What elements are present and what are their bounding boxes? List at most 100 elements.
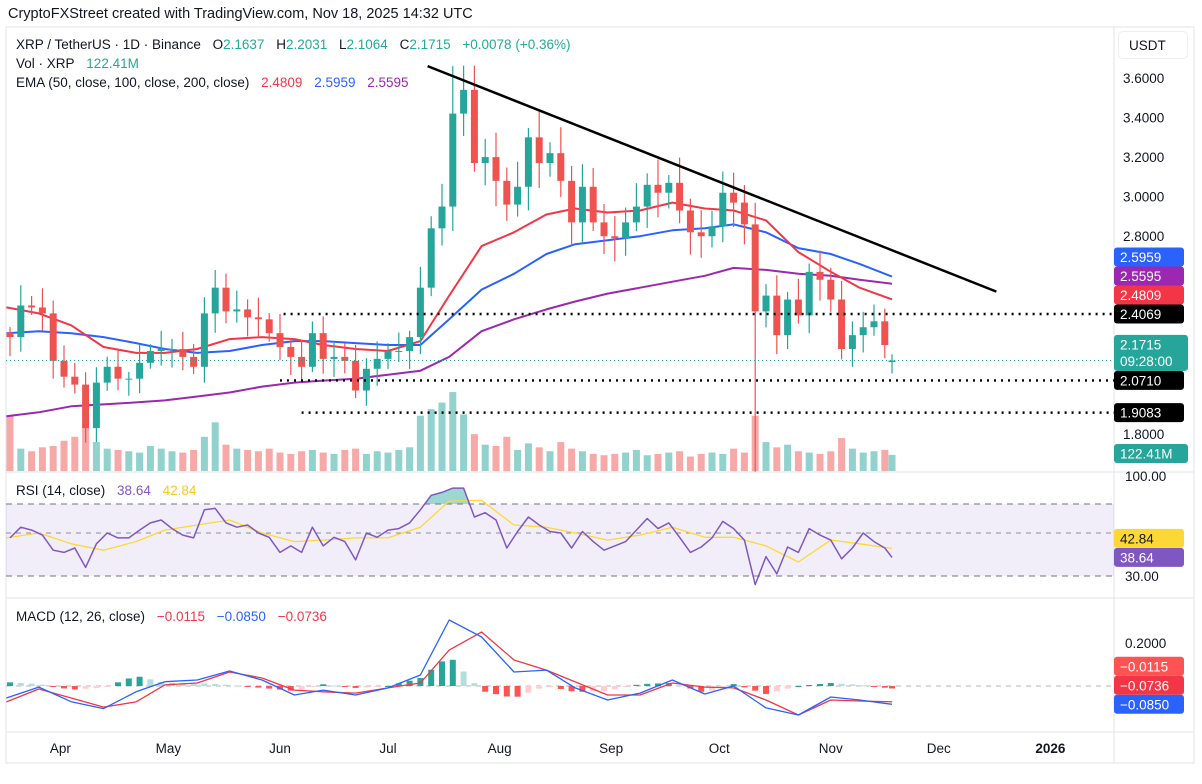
- price-badge-bg: [1114, 266, 1184, 286]
- candle: [438, 183, 446, 246]
- candle: [546, 142, 554, 177]
- descending-trendline: [427, 64, 997, 293]
- price-badge-label: 2.4809: [1120, 288, 1161, 303]
- macd-line: [6, 619, 893, 716]
- candle-body: [546, 153, 554, 164]
- volume-bar: [719, 453, 727, 471]
- volume-bar: [60, 440, 68, 471]
- volume-bar: [762, 442, 770, 471]
- volume-bar: [470, 434, 478, 471]
- candle: [298, 339, 306, 382]
- candle-body: [438, 206, 446, 229]
- time-axis-tick: Sep: [599, 741, 623, 756]
- candle-body: [740, 202, 748, 225]
- candle: [848, 321, 856, 367]
- candle-body: [730, 192, 738, 203]
- candle-body: [114, 366, 122, 379]
- candle: [589, 167, 597, 232]
- candle-body: [751, 224, 759, 312]
- volume-bar: [71, 436, 79, 471]
- candle: [49, 300, 57, 379]
- candle: [600, 204, 608, 255]
- rsi-axis-tick: 100.00: [1125, 469, 1166, 484]
- volume-bar: [352, 448, 360, 471]
- macd-histogram-bar: [655, 683, 661, 686]
- ema-label[interactable]: EMA (50, close, 100, close, 200, close): [16, 75, 250, 90]
- candle: [730, 172, 738, 228]
- candle-body: [805, 271, 813, 316]
- volume-bar: [265, 448, 273, 471]
- price-badge-bg: [1114, 247, 1184, 267]
- candle: [665, 175, 673, 209]
- macd-histogram-bar: [741, 686, 748, 688]
- rsi-badge-label: 42.84: [1120, 531, 1154, 546]
- candle: [200, 297, 208, 383]
- candle: [330, 342, 338, 377]
- volume-bar: [244, 449, 252, 471]
- macd-histogram-bar: [7, 682, 13, 686]
- volume-badge-bg: [1114, 444, 1188, 463]
- candle-body: [492, 157, 500, 181]
- candle: [190, 344, 198, 375]
- rsi-badge-bg: [1114, 547, 1184, 567]
- volume-bar: [503, 436, 511, 471]
- candle-body: [881, 321, 889, 346]
- volume-label[interactable]: Vol · XRP: [16, 56, 75, 71]
- currency-selector[interactable]: USDT: [1118, 31, 1188, 59]
- macd-histogram-bar: [698, 686, 705, 692]
- volume-badge-label: 122.41M: [1120, 447, 1173, 462]
- candle: [244, 299, 252, 337]
- volume-bar: [254, 451, 262, 471]
- candle-body: [665, 182, 673, 193]
- candle-body: [254, 317, 262, 320]
- macd-histogram-bar: [331, 685, 337, 687]
- candle: [654, 159, 662, 218]
- macd-histogram-bar: [104, 686, 111, 687]
- candle-body: [308, 333, 316, 367]
- candle-body: [276, 333, 284, 348]
- volume-value: 122.41M: [86, 56, 139, 71]
- candle-body: [146, 350, 154, 363]
- candle: [157, 330, 165, 366]
- price-badge-label: 2.1715: [1120, 337, 1161, 352]
- symbol-title[interactable]: XRP / TetherUS · 1D · Binance: [16, 37, 201, 52]
- candle: [816, 250, 824, 301]
- candle-body: [103, 366, 111, 383]
- candle-body: [352, 360, 360, 391]
- macd-label[interactable]: MACD (12, 26, close): [16, 609, 146, 624]
- candle: [60, 345, 68, 388]
- macd-histogram-bar: [644, 683, 651, 686]
- candle: [503, 167, 511, 221]
- macd-histogram-bar: [601, 686, 607, 692]
- volume-bar: [384, 452, 392, 471]
- time-axis-tick: Oct: [709, 741, 730, 756]
- time-axis-tick: Jun: [269, 741, 291, 756]
- volume-bar: [28, 451, 36, 471]
- macd-histogram-bar: [752, 686, 759, 691]
- volume-bar: [146, 446, 154, 471]
- price-badge: 2.0710: [1114, 370, 1184, 390]
- candle: [146, 344, 154, 369]
- volume-bar: [546, 451, 554, 471]
- candle-body: [557, 153, 565, 181]
- price-axis-tick: 3.0000: [1123, 190, 1164, 205]
- time-axis-tick: 2026: [1035, 741, 1066, 756]
- rsi-ma-value: 42.84: [162, 483, 197, 498]
- candle-body: [125, 378, 133, 380]
- macd-histogram-bar: [341, 686, 348, 687]
- candle: [460, 65, 468, 137]
- rsi-badge: 42.84: [1114, 528, 1184, 548]
- candle: [449, 66, 457, 232]
- volume-bar: [38, 447, 46, 471]
- candle-body: [888, 360, 896, 363]
- price-badge-bg: [1114, 285, 1184, 305]
- volume-badge: 122.41M: [1114, 444, 1188, 463]
- macd-histogram-bar: [395, 683, 402, 686]
- price-axis-tick: 3.2000: [1123, 150, 1164, 165]
- rsi-label[interactable]: RSI (14, close): [16, 483, 106, 498]
- macd-axis-tick: 0.2000: [1125, 636, 1166, 651]
- macd-histogram-bar: [223, 684, 229, 686]
- candle-body: [222, 287, 230, 312]
- price-badge-bg: [1114, 304, 1184, 324]
